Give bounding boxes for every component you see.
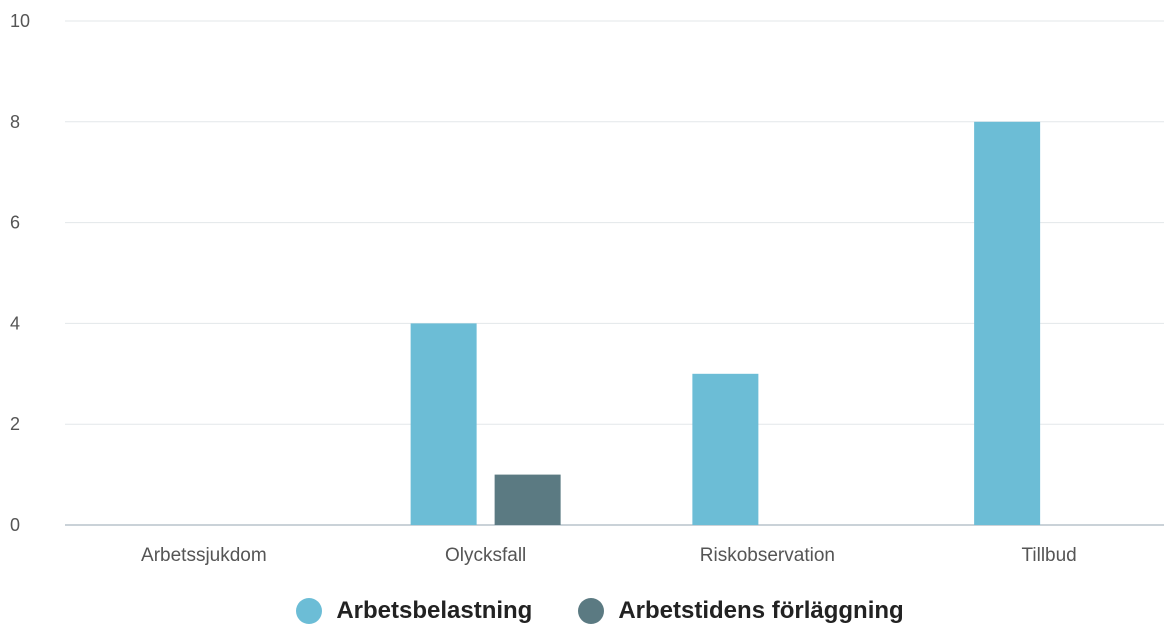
bar-riskobservation-series-1[interactable] [692, 373, 759, 525]
y-tick-label: 10 [10, 11, 30, 31]
y-tick-label: 8 [10, 112, 20, 132]
y-tick-label: 0 [10, 515, 20, 535]
legend: Arbetsbelastning Arbetstidens förläggnin… [0, 597, 1164, 625]
bar-chart: 0 2 4 6 8 10 Arbetssjukdom Olycksfall Riskobser… [10, 11, 1164, 566]
legend-item-arbetstidens-forlaggning[interactable]: Arbetstidens förläggning [578, 597, 904, 625]
x-category-label: Olycksfall [445, 545, 526, 566]
y-tick-label: 6 [10, 213, 20, 233]
x-category-label: Riskobservation [700, 545, 835, 566]
bar-olycksfall-series-1[interactable] [410, 323, 477, 525]
legend-item-arbetsbelastning[interactable]: Arbetsbelastning [296, 597, 532, 625]
legend-label-arbetsbelastning: Arbetsbelastning [336, 597, 533, 624]
y-tick-label: 4 [10, 313, 20, 333]
x-axis-labels: Arbetssjukdom Olycksfall Riskobservation Ti… [141, 545, 1077, 566]
y-tick-label: 2 [10, 414, 20, 434]
bar-tillbud-series-1[interactable] [974, 121, 1041, 526]
x-category-label: Arbetssjukdom [141, 545, 267, 566]
bars [410, 121, 1041, 526]
x-category-label: Tillbud [1021, 545, 1076, 566]
legend-marker-arbetsbelastning [296, 598, 323, 624]
legend-label-arbetstidens-forlaggning: Arbetstidens förläggning [618, 597, 904, 624]
y-axis-ticks: 0 2 4 6 8 10 [10, 11, 30, 535]
bar-olycksfall-series-2[interactable] [494, 474, 561, 525]
legend-marker-arbetstidens-forlaggning [578, 598, 605, 624]
